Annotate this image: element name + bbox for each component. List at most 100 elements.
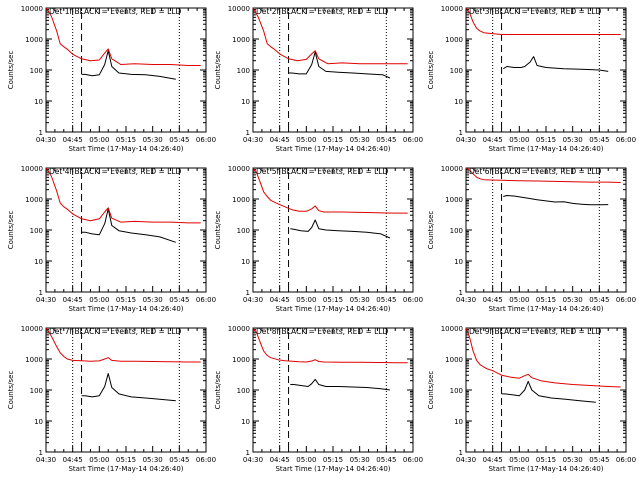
x-tick-label: 05:30 [143, 296, 163, 304]
x-tick-label: 04:45 [270, 136, 290, 144]
y-axis-label: Counts/sec [7, 51, 15, 90]
x-tick-label: 05:30 [563, 296, 583, 304]
y-tick-label: 1000 [25, 36, 43, 44]
plot-title: Det 5f BLACK = Events, RED = LLD [256, 167, 389, 176]
y-tick-label: 100 [450, 387, 463, 395]
lld-series-line [252, 7, 408, 65]
y-tick-label: 10 [454, 258, 463, 266]
y-tick-label: 10 [241, 418, 250, 426]
y-tick-label: 10000 [228, 5, 250, 13]
x-tick-label: 04:45 [483, 296, 503, 304]
x-tick-label: 05:45 [589, 136, 609, 144]
x-axis-label: Start Time (17-May-14 04:26:40) [68, 305, 183, 313]
detector-plot-6: 1 10 100 1000 10000 04:30 04:45 05:00 05:15 05:30… [427, 165, 636, 313]
x-tick-label: 05:45 [376, 456, 396, 464]
y-tick-label: 1000 [232, 36, 250, 44]
x-tick-label: 04:45 [270, 456, 290, 464]
y-tick-label: 1000 [445, 356, 463, 364]
detector-plot-3: 1 10 100 1000 10000 04:30 04:45 05:00 05:15 05:30… [427, 5, 636, 153]
plot-frame [45, 327, 207, 453]
events-series-line [501, 380, 596, 403]
plot-title: Det 9f BLACK = Events, RED = LLD [469, 327, 602, 336]
plot-frame [45, 167, 207, 293]
x-tick-label: 05:00 [296, 456, 316, 464]
x-tick-label: 05:00 [509, 136, 529, 144]
detector-plot-8: 1 10 100 1000 10000 04:30 04:45 05:00 05:15 05:30… [214, 325, 423, 473]
x-tick-label: 05:30 [563, 456, 583, 464]
detector-plot-2: 1 10 100 1000 10000 04:30 04:45 05:00 05:15 05:30… [214, 5, 423, 153]
y-tick-label: 1000 [25, 196, 43, 204]
x-tick-label: 05:45 [589, 456, 609, 464]
plot-title: Det 8f BLACK = Events, RED = LLD [256, 327, 389, 336]
x-tick-label: 05:00 [296, 296, 316, 304]
y-tick-label: 1 [39, 289, 43, 297]
x-tick-label: 05:15 [116, 456, 136, 464]
y-tick-label: 10000 [21, 5, 43, 13]
x-tick-label: 04:45 [63, 136, 83, 144]
plot-title: Det 7f BLACK = Events, RED = LLD [49, 327, 182, 336]
detector-plot-9: 1 10 100 1000 10000 04:30 04:45 05:00 05:15 05:30… [427, 325, 636, 473]
y-tick-label: 10 [241, 98, 250, 106]
x-axis-label: Start Time (17-May-14 04:26:40) [488, 145, 603, 153]
y-tick-label: 1 [459, 449, 463, 457]
plot-frame [45, 7, 207, 133]
x-tick-label: 05:15 [323, 136, 343, 144]
x-tick-label: 04:45 [483, 136, 503, 144]
lld-series-line [465, 7, 621, 35]
x-tick-label: 05:30 [350, 296, 370, 304]
y-tick-label: 10000 [21, 165, 43, 173]
x-tick-label: 06:00 [616, 296, 636, 304]
x-tick-label: 05:30 [350, 136, 370, 144]
x-tick-label: 06:00 [403, 136, 423, 144]
lld-series-line [45, 327, 201, 363]
y-tick-label: 1 [246, 129, 250, 137]
y-tick-label: 1 [459, 289, 463, 297]
x-tick-label: 04:30 [456, 136, 476, 144]
lld-series-line [45, 7, 201, 66]
x-tick-label: 05:00 [89, 456, 109, 464]
y-tick-label: 1 [246, 289, 250, 297]
y-tick-label: 100 [237, 67, 250, 75]
x-tick-label: 05:15 [536, 296, 556, 304]
events-series-line [503, 195, 609, 206]
x-tick-label: 04:30 [36, 296, 56, 304]
x-tick-label: 04:30 [243, 296, 263, 304]
plot-title: Det 4f BLACK = Events, RED = LLD [49, 167, 182, 176]
events-series-line [290, 219, 391, 239]
x-tick-label: 05:30 [350, 456, 370, 464]
plot-title: Det 2f BLACK = Events, RED = LLD [256, 7, 389, 16]
x-tick-label: 04:30 [456, 456, 476, 464]
detector-plot-7: 1 10 100 1000 10000 04:30 04:45 05:00 05:15 05:30… [7, 325, 216, 473]
x-tick-label: 05:15 [536, 136, 556, 144]
y-tick-label: 1000 [232, 356, 250, 364]
y-axis-label: Counts/sec [214, 51, 222, 90]
x-tick-label: 05:30 [143, 456, 163, 464]
x-tick-label: 04:45 [63, 296, 83, 304]
x-tick-label: 04:30 [243, 456, 263, 464]
x-tick-label: 04:30 [243, 136, 263, 144]
x-axis-label: Start Time (17-May-14 04:26:40) [275, 305, 390, 313]
events-series-line [288, 51, 391, 79]
y-tick-label: 100 [237, 227, 250, 235]
y-tick-label: 1 [39, 129, 43, 137]
plot-frame [465, 167, 627, 293]
y-axis-label: Counts/sec [427, 51, 435, 90]
events-series-line [503, 56, 609, 72]
y-tick-label: 100 [450, 227, 463, 235]
y-tick-label: 100 [450, 67, 463, 75]
x-axis-label: Start Time (17-May-14 04:26:40) [488, 305, 603, 313]
y-axis-label: Counts/sec [427, 371, 435, 410]
plot-title: Det 3f BLACK = Events, RED = LLD [469, 7, 602, 16]
y-axis-label: Counts/sec [7, 371, 15, 410]
x-tick-label: 05:45 [169, 456, 189, 464]
x-tick-label: 05:15 [323, 456, 343, 464]
x-tick-label: 05:15 [536, 456, 556, 464]
y-axis-label: Counts/sec [214, 371, 222, 410]
x-tick-label: 05:15 [323, 296, 343, 304]
x-tick-label: 04:30 [36, 456, 56, 464]
x-tick-label: 05:00 [89, 136, 109, 144]
y-tick-label: 10000 [441, 165, 463, 173]
y-tick-label: 100 [30, 227, 43, 235]
plot-title: Det 1f BLACK = Events, RED = LLD [49, 7, 182, 16]
